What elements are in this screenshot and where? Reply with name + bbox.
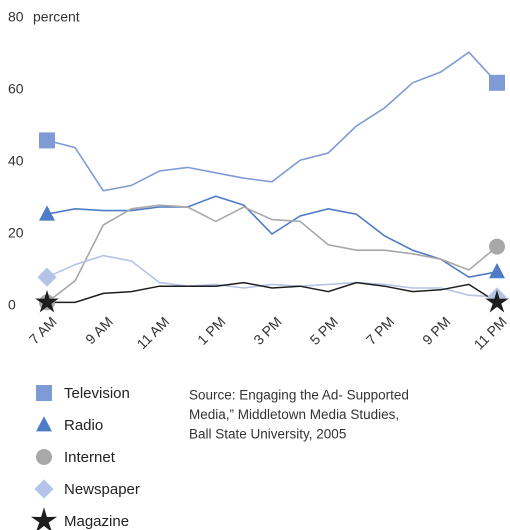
legend-icon [36, 385, 52, 401]
y-tick-label: 60 [8, 81, 24, 97]
legend-label: Newspaper [64, 481, 140, 498]
legend-label: Internet [64, 449, 116, 466]
x-tick-label: 7 AM [26, 313, 60, 347]
series-line [46, 204, 498, 304]
source-note: Media,” Middletown Media Studies, [189, 407, 399, 422]
point-marker [485, 289, 509, 313]
x-tick-label: 9 AM [82, 313, 116, 347]
y-tick-label: 20 [8, 225, 24, 241]
y-tick-label: 80 [8, 9, 24, 25]
legend-label: Television [64, 385, 130, 402]
y-tick-label: 0 [8, 297, 16, 313]
legend-icon [36, 416, 52, 432]
x-tick-label: 11 AM [134, 313, 173, 352]
legend-label: Magazine [64, 513, 129, 530]
legend-icon [30, 507, 58, 530]
point-marker [39, 205, 55, 221]
point-marker [35, 289, 59, 313]
series-line [46, 254, 498, 298]
x-tick-label: 7 PM [363, 313, 397, 347]
series-line [46, 51, 498, 192]
series-line [47, 281, 498, 304]
x-tick-label: 9 PM [419, 313, 453, 347]
x-tick-label: 1 PM [194, 313, 228, 347]
point-marker [37, 267, 57, 287]
y-axis-label: percent [33, 9, 80, 25]
x-tick-label: 5 PM [307, 313, 341, 347]
legend-label: Radio [64, 417, 103, 434]
x-tick-label: 3 PM [250, 313, 284, 347]
y-tick-label: 40 [8, 153, 24, 169]
point-marker [39, 132, 55, 149]
point-marker [489, 74, 505, 91]
point-marker [489, 238, 505, 255]
source-note: Ball State University, 2005 [189, 427, 346, 442]
point-marker [489, 263, 505, 279]
series-line [46, 195, 498, 279]
source-note: Source: Engaging the Ad- Supported [189, 388, 409, 403]
legend-icon [34, 479, 54, 499]
legend-icon [36, 449, 52, 465]
x-tick-label: 11 PM [471, 313, 510, 352]
